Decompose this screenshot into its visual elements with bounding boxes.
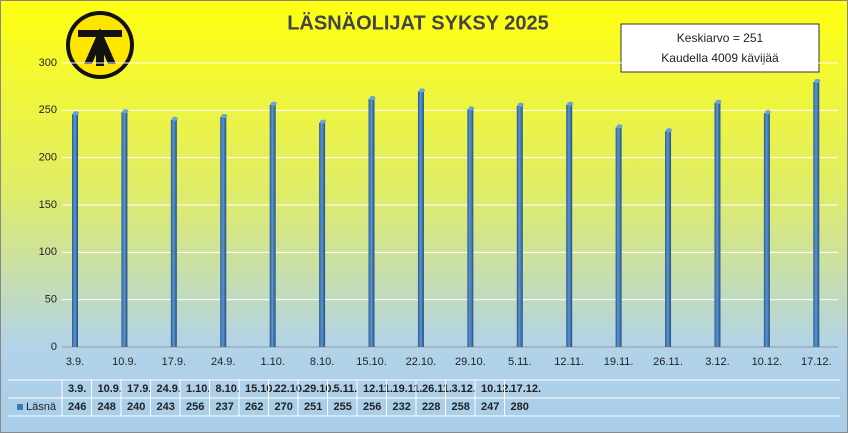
table-header: 8.10. [216,383,240,395]
bar-top [221,113,228,118]
y-tick-label: 300 [39,57,57,69]
annotation: Kaudella 4009 kävijää [661,51,779,65]
legend-swatch [17,404,23,410]
bar [72,114,78,348]
bar [170,119,177,347]
x-tick-label: 17.9. [162,356,186,368]
table-header: 24.9. [157,383,181,395]
legend-label: Läsnä [26,401,57,413]
table-header: 10.12. [481,383,512,395]
table-value: 247 [481,401,499,413]
table-value: 248 [98,401,116,413]
bar [516,105,523,347]
x-tick-label: 3.9. [66,356,84,368]
chart-title: LÄSNÄOLIJAT SYKSY 2025 [287,11,549,34]
table-header: 15.10. [245,383,276,395]
x-tick-label: 12.11. [554,356,584,368]
table-value: 256 [363,401,381,413]
bar-top [715,99,722,104]
x-tick-label: 22.10. [406,356,437,368]
table-header: 17.12. [511,383,542,395]
x-tick-label: 10.9. [112,356,136,368]
bar [121,112,128,347]
x-tick-label: 26.11. [653,356,683,368]
y-tick-label: 0 [51,341,57,353]
bar-top [567,101,574,106]
table-value: 237 [216,401,234,413]
x-tick-label: 19.11. [604,356,634,368]
bar-top [468,106,475,111]
x-tick-label: 29.10. [455,356,486,368]
table-value: 256 [186,401,204,413]
bar-top [270,101,277,106]
bar [417,91,424,348]
bar-top [666,128,673,133]
x-tick-label: 8.10. [310,356,334,368]
bar [319,122,326,347]
table-header: 1.10. [186,383,210,395]
bar-top [369,95,376,100]
bar-top [616,124,623,129]
table-value: 251 [304,401,322,413]
table-header: 22.10. [275,383,306,395]
bar [269,104,276,347]
annotation-box [620,23,820,73]
bar [714,102,721,347]
bar-top [122,109,129,114]
bar [665,131,672,347]
y-tick-label: 50 [45,294,57,306]
bar [615,127,622,347]
bar [220,116,227,348]
table-header: 5.11. [334,383,358,395]
bar-top [517,102,524,107]
table-header: 19.11. [393,383,423,395]
bar-top [764,110,771,115]
x-tick-label: 1.10. [260,356,284,368]
x-tick-label: 3.12. [705,356,729,368]
table-value: 228 [422,401,440,413]
y-tick-label: 100 [39,246,57,258]
table-value: 232 [393,401,411,413]
table-header: 12.11. [363,383,393,395]
bar-top [73,111,79,116]
bar [368,98,375,348]
bar [763,113,770,347]
y-tick-label: 250 [39,104,57,116]
x-tick-label: 17.12. [801,356,832,368]
bar-top [814,78,821,83]
x-tick-label: 5.11. [508,356,532,368]
y-tick-label: 150 [39,199,57,211]
table-value: 258 [452,401,470,413]
bar-top [418,88,425,93]
bar-top [320,119,327,124]
table-header: 3.9. [68,383,86,395]
table-header: 17.9. [127,383,151,395]
bar [813,81,820,347]
annotation: Keskiarvo = 251 [677,31,764,45]
table-value: 240 [127,401,145,413]
table-header: 29.10. [304,383,335,395]
bar [566,104,573,347]
table-header: 26.11. [422,383,452,395]
x-tick-label: 24.9. [211,356,235,368]
table-value: 280 [511,401,529,413]
x-tick-label: 15.10. [356,356,387,368]
logo [66,11,134,79]
x-tick-label: 10.12. [752,356,783,368]
table-header: 10.9. [98,383,122,395]
table-value: 262 [245,401,263,413]
table-value: 246 [68,401,86,413]
table-header: 3.12. [452,383,476,395]
table-value: 270 [275,401,293,413]
table-value: 255 [334,401,352,413]
y-tick-label: 200 [39,152,57,164]
table-value: 243 [157,401,175,413]
bar [467,109,474,348]
bar-top [171,116,178,121]
